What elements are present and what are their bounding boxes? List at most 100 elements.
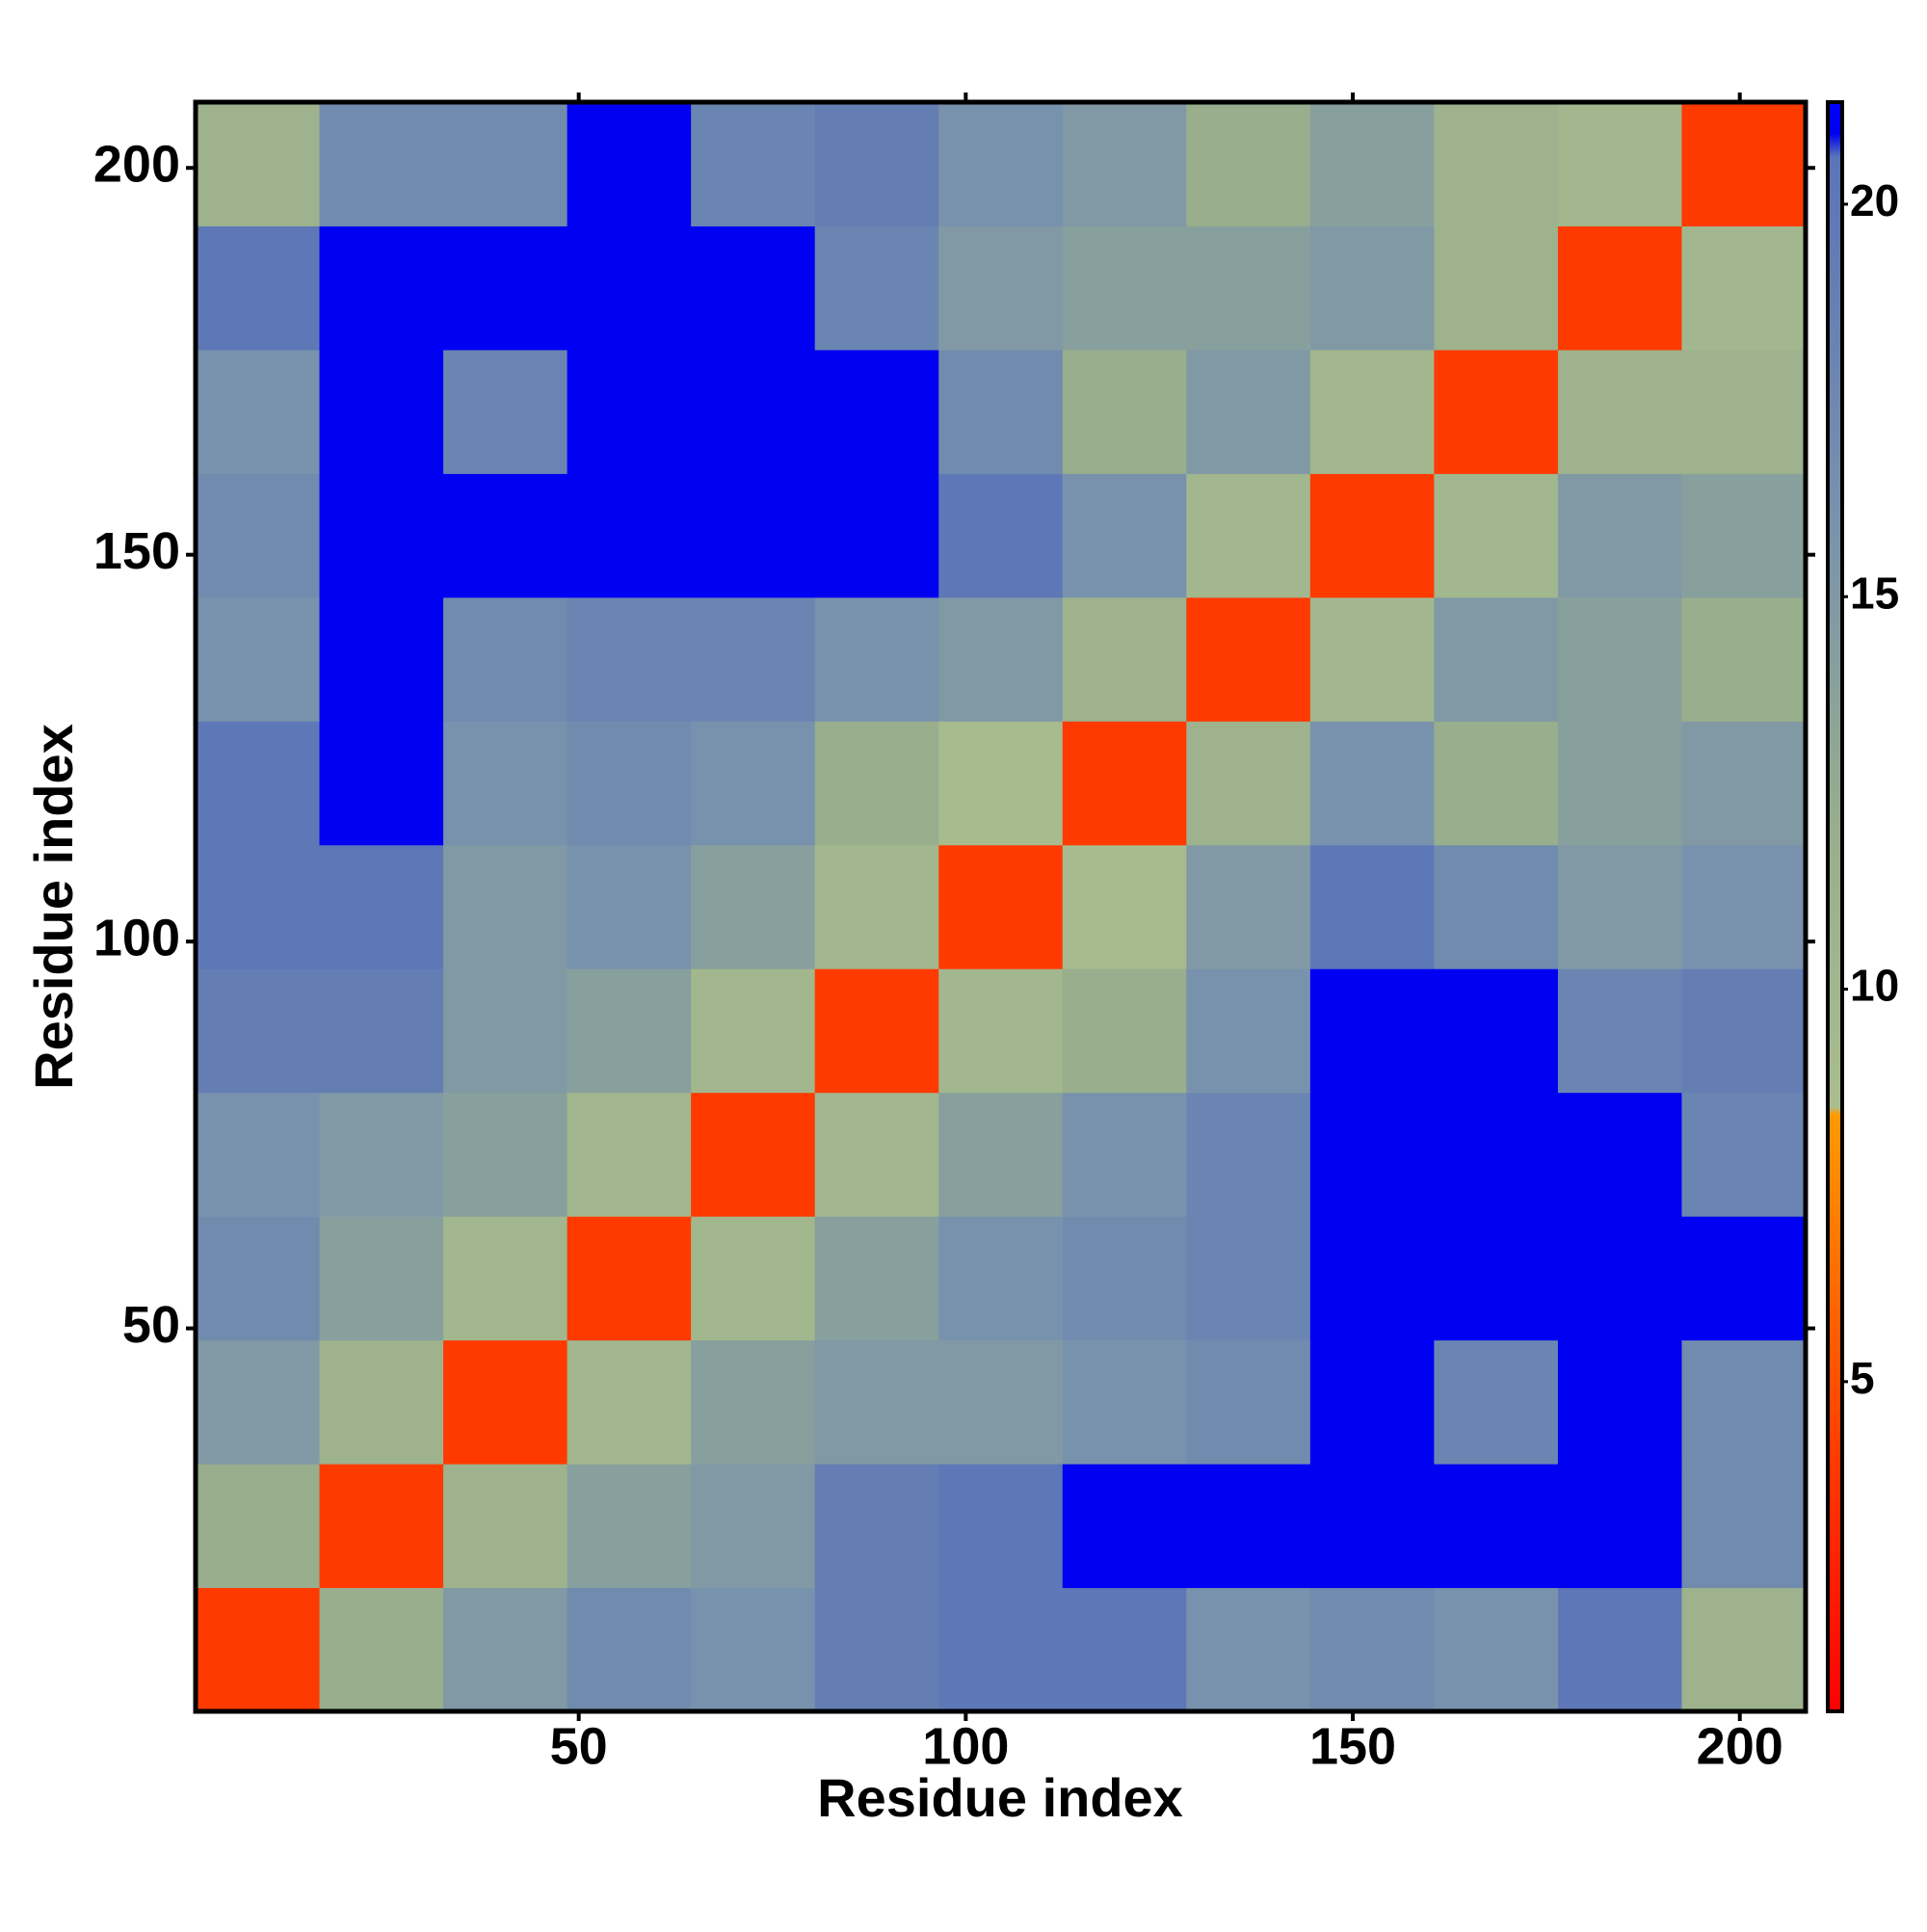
- heat-cell: [814, 473, 939, 598]
- heat-cell: [1186, 596, 1311, 722]
- heat-cell: [1434, 1587, 1559, 1712]
- heat-cell: [938, 1339, 1064, 1465]
- heat-cell: [443, 1587, 568, 1712]
- heat-cell: [1557, 1587, 1682, 1712]
- heat-cell: [443, 349, 568, 474]
- heat-cell: [567, 225, 692, 351]
- heat-cell: [814, 968, 939, 1094]
- heat-cell: [567, 102, 692, 226]
- heat-cell: [691, 1092, 816, 1217]
- heat-cell: [1681, 1587, 1807, 1712]
- heat-cell: [691, 721, 816, 846]
- heat-cell: [1681, 844, 1807, 969]
- heat-cell: [938, 844, 1064, 969]
- heat-cell: [1557, 844, 1682, 969]
- heat-cell: [938, 349, 1064, 474]
- heat-cell: [1186, 721, 1311, 846]
- colorbar: [1826, 100, 1844, 1713]
- x-tick-label: 50: [550, 1717, 608, 1775]
- heat-cell: [196, 721, 321, 846]
- heat-cell: [567, 721, 692, 846]
- heat-cell: [1062, 225, 1187, 351]
- heat-cell: [1681, 1339, 1807, 1465]
- y-tick-label: 50: [122, 1296, 180, 1354]
- heat-cell: [1186, 1339, 1311, 1465]
- heat-cell: [1186, 1216, 1311, 1341]
- heat-cell: [938, 1092, 1064, 1217]
- heat-cell: [814, 1092, 939, 1217]
- heat-cell: [319, 102, 444, 226]
- heat-cell: [1062, 1587, 1187, 1712]
- heat-cell: [1309, 1587, 1435, 1712]
- colorbar-tick-label: 10: [1850, 961, 1899, 1011]
- x-tick-label: 100: [922, 1717, 1009, 1775]
- heat-cell: [938, 1216, 1064, 1341]
- heat-cell: [1557, 721, 1682, 846]
- heat-cell: [196, 1092, 321, 1217]
- heat-cell: [691, 349, 816, 474]
- heat-cell: [1062, 721, 1187, 846]
- heat-cell: [938, 968, 1064, 1094]
- y-tick-label: 150: [93, 522, 180, 580]
- heat-cell: [196, 1587, 321, 1712]
- heat-cell: [443, 1216, 568, 1341]
- heat-cell: [814, 225, 939, 351]
- heat-cell: [1309, 473, 1435, 598]
- y-axis-title: Residue index: [23, 724, 84, 1090]
- heat-cell: [1186, 1092, 1311, 1217]
- heat-cell: [1062, 473, 1187, 598]
- heat-cell: [443, 721, 568, 846]
- heat-cell: [443, 1339, 568, 1465]
- heat-cell: [1186, 225, 1311, 351]
- heat-cell: [319, 1587, 444, 1712]
- heat-cell: [196, 225, 321, 351]
- heat-cell: [1309, 1339, 1435, 1465]
- heat-cell: [443, 968, 568, 1094]
- heat-cell: [691, 225, 816, 351]
- heat-cell: [567, 844, 692, 969]
- heat-cell: [938, 102, 1064, 226]
- heat-cell: [1557, 596, 1682, 722]
- heat-cell: [567, 1587, 692, 1712]
- heat-cell: [938, 596, 1064, 722]
- heat-cell: [691, 596, 816, 722]
- heat-cell: [1309, 844, 1435, 969]
- heat-cell: [319, 968, 444, 1094]
- heat-cell: [1434, 968, 1559, 1094]
- heat-cell: [319, 225, 444, 351]
- x-tick-label: 150: [1309, 1717, 1396, 1775]
- heat-cell: [196, 844, 321, 969]
- heat-cell: [1309, 1092, 1435, 1217]
- heat-cell: [1186, 844, 1311, 969]
- plot-frame: [193, 99, 1808, 1714]
- heat-cell: [1062, 1339, 1187, 1465]
- heat-cell: [691, 844, 816, 969]
- heat-cell: [1681, 349, 1807, 474]
- heat-cell: [1062, 968, 1187, 1094]
- heat-cell: [196, 102, 321, 226]
- heat-cell: [1557, 1464, 1682, 1589]
- colorbar-tick-label: 5: [1850, 1353, 1875, 1403]
- heat-cell: [1062, 1092, 1187, 1217]
- heat-cell: [1309, 596, 1435, 722]
- heat-cell: [567, 1464, 692, 1589]
- heat-cell: [1434, 1339, 1559, 1465]
- heat-cell: [1681, 596, 1807, 722]
- heat-cell: [443, 473, 568, 598]
- heat-cell: [1186, 102, 1311, 226]
- heat-cell: [567, 473, 692, 598]
- heat-cell: [196, 968, 321, 1094]
- heat-cell: [1434, 349, 1559, 474]
- heat-cell: [196, 1339, 321, 1465]
- heat-cell: [1434, 1092, 1559, 1217]
- heat-cell: [443, 844, 568, 969]
- heat-cell: [443, 1092, 568, 1217]
- heat-cell: [319, 844, 444, 969]
- heat-cell: [1557, 1339, 1682, 1465]
- heat-cell: [1434, 596, 1559, 722]
- heat-cell: [1186, 968, 1311, 1094]
- heat-cell: [1557, 1216, 1682, 1341]
- heat-cell: [938, 473, 1064, 598]
- heat-cell: [1062, 1216, 1187, 1341]
